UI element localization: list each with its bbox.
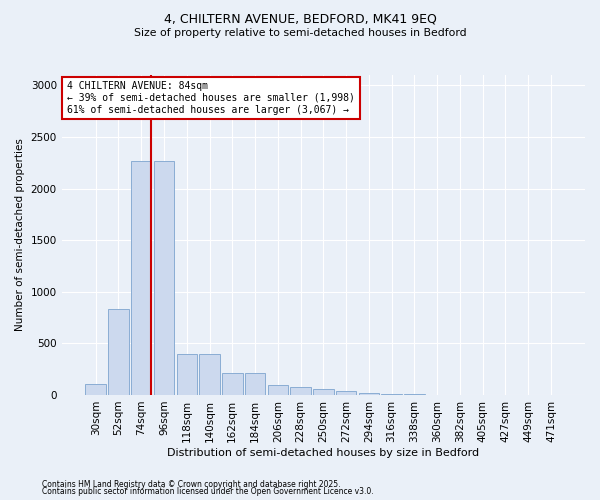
Bar — [336, 391, 356, 395]
Bar — [108, 309, 129, 395]
Bar — [222, 374, 242, 395]
Bar — [359, 393, 379, 395]
Bar — [154, 160, 174, 395]
Bar — [199, 354, 220, 395]
Text: Size of property relative to semi-detached houses in Bedford: Size of property relative to semi-detach… — [134, 28, 466, 38]
Text: 4 CHILTERN AVENUE: 84sqm
← 39% of semi-detached houses are smaller (1,998)
61% o: 4 CHILTERN AVENUE: 84sqm ← 39% of semi-d… — [67, 82, 355, 114]
Bar — [85, 384, 106, 395]
Bar — [404, 394, 425, 395]
Bar — [382, 394, 402, 395]
X-axis label: Distribution of semi-detached houses by size in Bedford: Distribution of semi-detached houses by … — [167, 448, 479, 458]
Bar — [131, 160, 151, 395]
Bar — [313, 390, 334, 395]
Text: 4, CHILTERN AVENUE, BEDFORD, MK41 9EQ: 4, CHILTERN AVENUE, BEDFORD, MK41 9EQ — [164, 12, 436, 26]
Bar — [176, 354, 197, 395]
Bar — [268, 384, 288, 395]
Y-axis label: Number of semi-detached properties: Number of semi-detached properties — [15, 138, 25, 332]
Bar — [290, 387, 311, 395]
Bar — [245, 374, 265, 395]
Text: Contains HM Land Registry data © Crown copyright and database right 2025.: Contains HM Land Registry data © Crown c… — [42, 480, 341, 489]
Text: Contains public sector information licensed under the Open Government Licence v3: Contains public sector information licen… — [42, 487, 374, 496]
